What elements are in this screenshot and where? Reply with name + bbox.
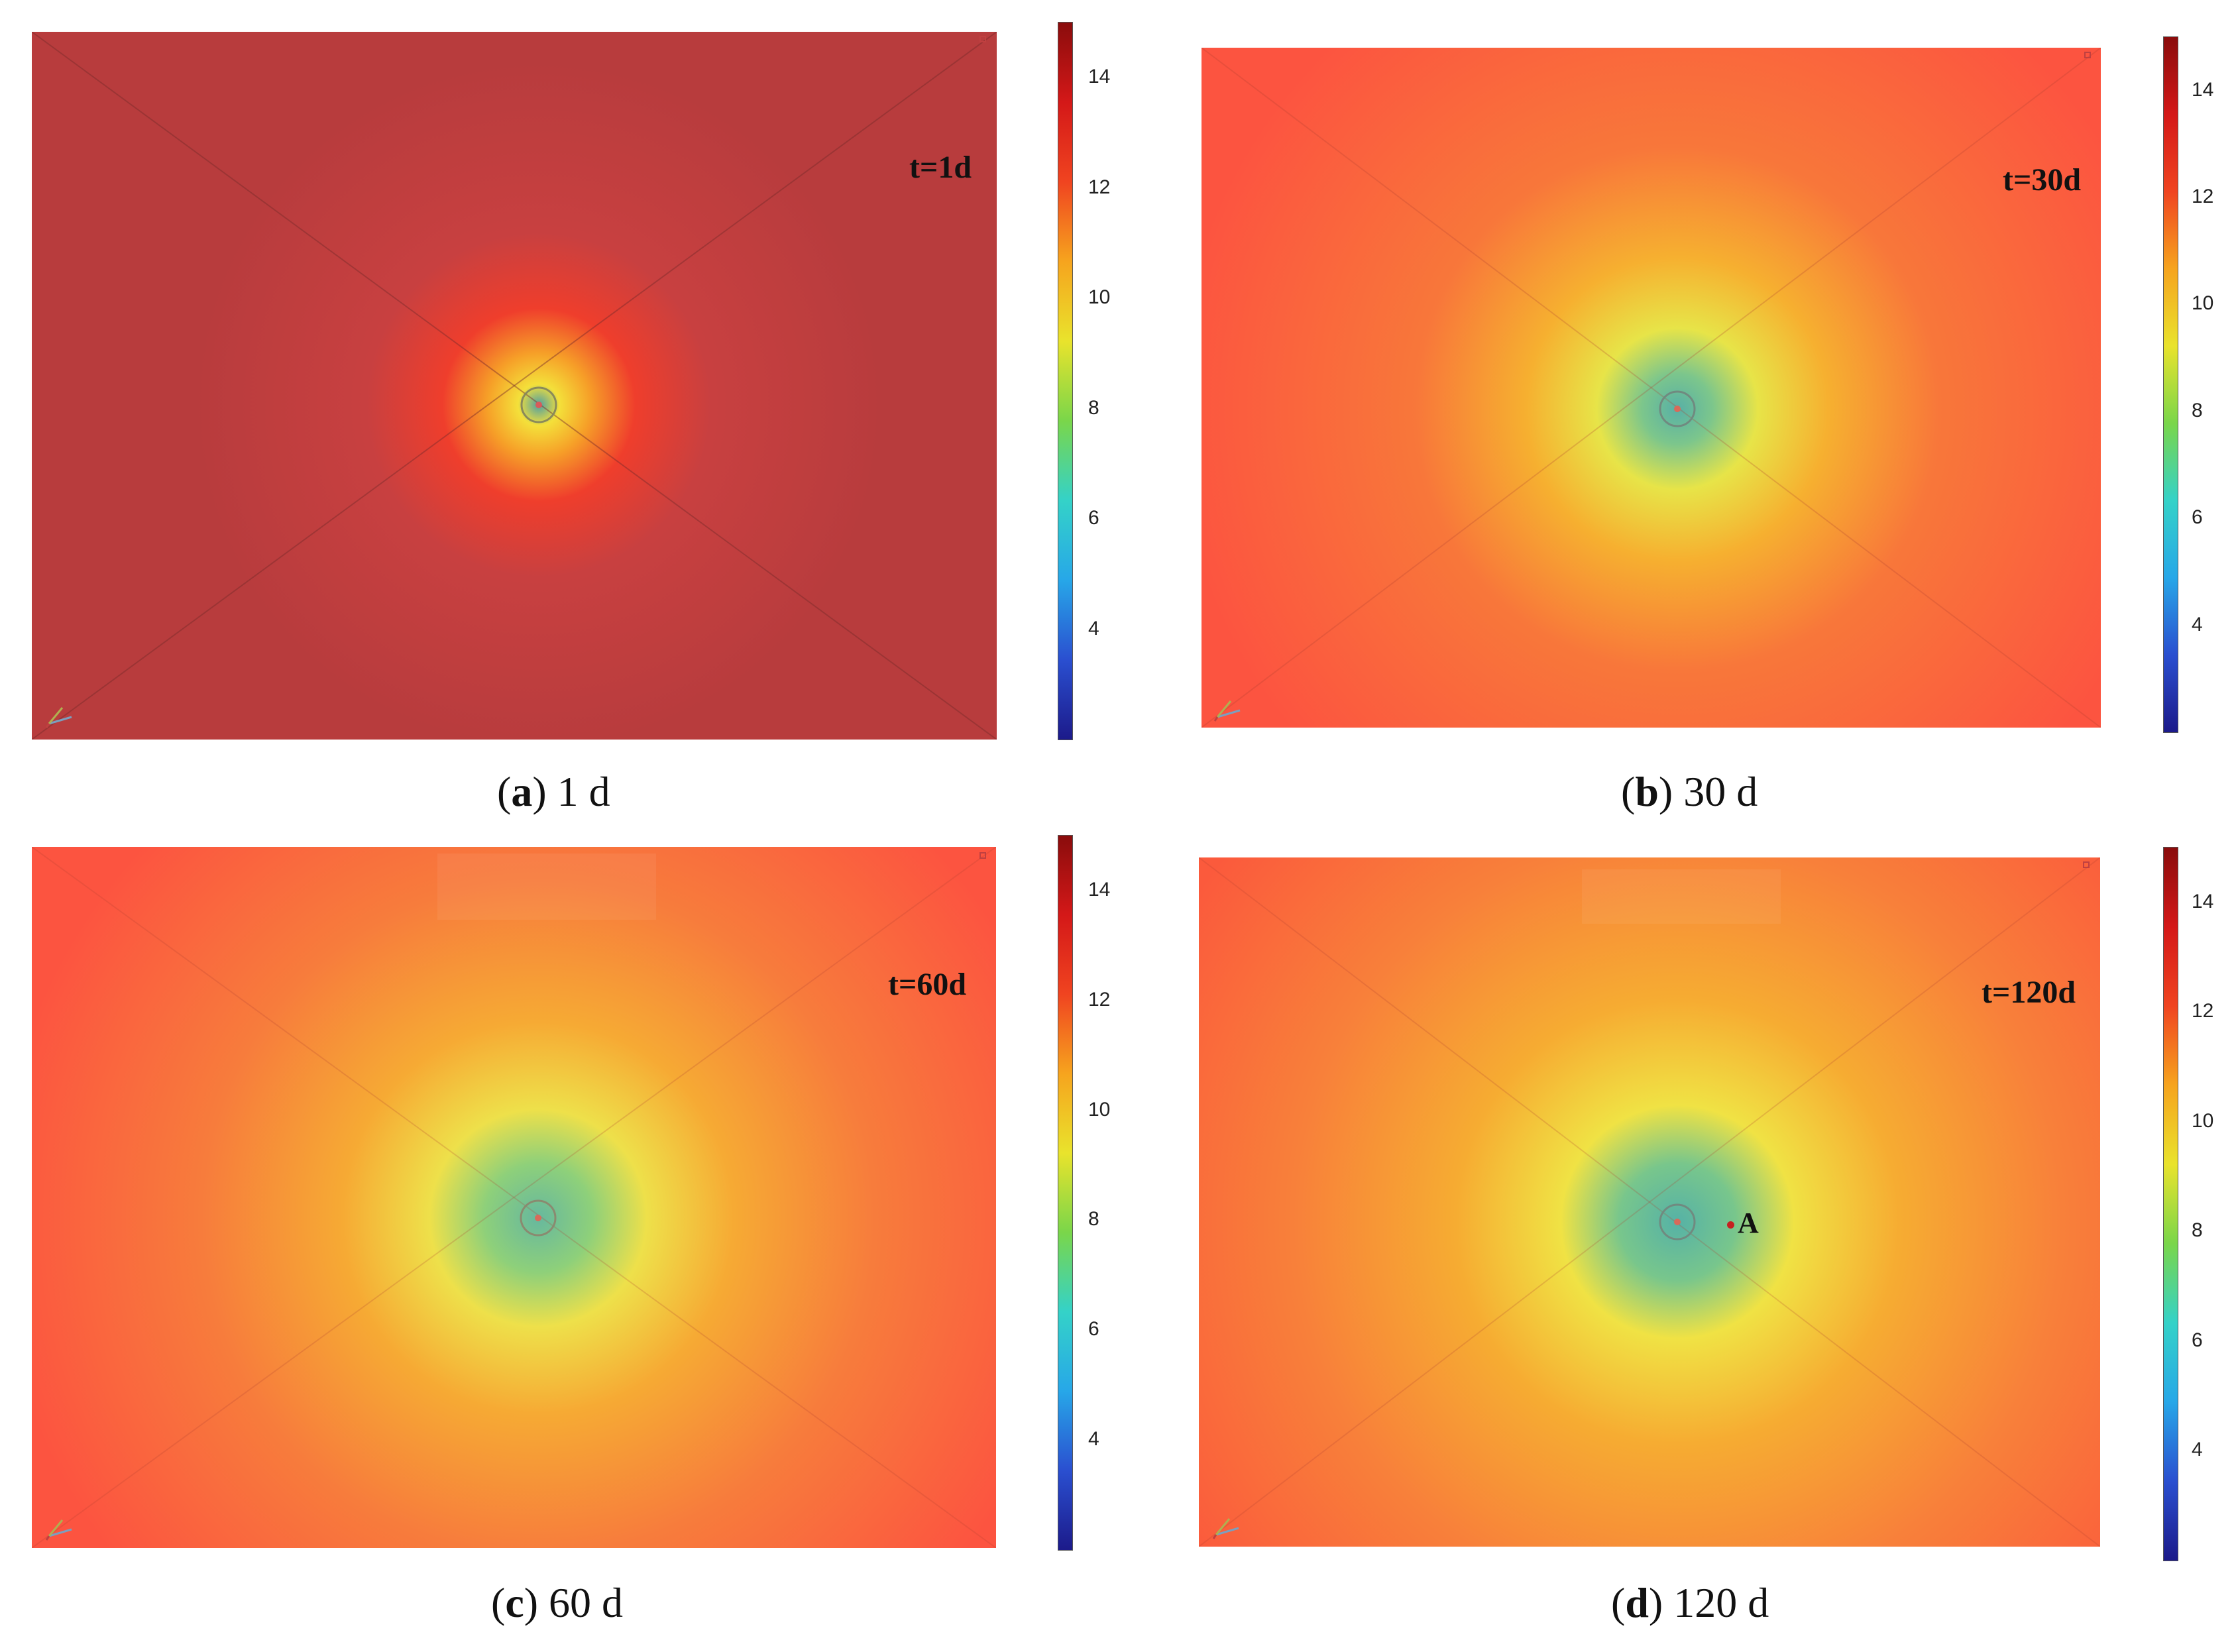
caption-letter: c (505, 1579, 524, 1626)
colorbar-tick-label: 12 (1088, 988, 1111, 1011)
colorbar (2163, 36, 2178, 733)
axis-triad-icon (1212, 1518, 1239, 1539)
contour-field (32, 847, 996, 1548)
colorbar-tick-label: 6 (2192, 1329, 2203, 1351)
colorbar (1058, 22, 1073, 740)
colorbar-tick-label: 8 (1088, 1208, 1099, 1231)
axis-triad-icon (1213, 700, 1241, 722)
colorbar-tick-label: 8 (1088, 396, 1099, 419)
well-center (1674, 1219, 1681, 1225)
colorbar-tick-label: 14 (1088, 878, 1111, 901)
contour-field (1199, 857, 2100, 1547)
colorbar-tick-label: 6 (1088, 507, 1099, 529)
well-center (1674, 406, 1681, 412)
contour-plot (32, 32, 997, 740)
time-label: t=1d (909, 150, 972, 185)
well-outline (520, 386, 557, 423)
panel-caption: (b) 30 d (1621, 768, 1758, 815)
colorbar-tick-label: 10 (1088, 286, 1111, 309)
contour-plot (1202, 48, 2101, 728)
panel-c: t=60d 14 12 10 8 6 4 (c) 60 d (0, 826, 1118, 1651)
axis-triad-icon (45, 1519, 72, 1541)
colorbar-tick-label: 10 (1088, 1098, 1111, 1121)
contour-field (32, 32, 997, 740)
well-outline (520, 1199, 557, 1237)
well-center (535, 1215, 541, 1221)
caption-letter: a (511, 768, 533, 815)
point-a-marker (1727, 1221, 1734, 1229)
mesh-diagonal (1202, 48, 2101, 728)
colorbar-tick-label: 10 (2192, 292, 2214, 315)
field-gradient (32, 847, 996, 1548)
colorbar-tick-label: 8 (2192, 399, 2203, 421)
mesh-diagonal (1202, 48, 2101, 728)
colorbar-tick-label: 10 (2192, 1109, 2214, 1132)
contour-plot (32, 847, 996, 1548)
corner-marker (979, 852, 986, 859)
well-outline (1659, 1203, 1696, 1240)
field-gradient (32, 32, 997, 740)
mesh-patch (437, 854, 656, 920)
colorbar-tick-label: 4 (1088, 617, 1099, 639)
mesh-diagonal (1199, 857, 2100, 1547)
panel-caption: (c) 60 d (491, 1579, 624, 1626)
corner-marker (979, 36, 986, 42)
mesh-diagonal (32, 32, 997, 740)
field-gradient (1202, 48, 2101, 728)
panel-b: t=30d 14 12 10 8 6 4 (b) 30 d (1118, 0, 2236, 826)
mesh-diagonal (32, 32, 997, 740)
mesh-patch (1582, 869, 1781, 924)
caption-letter: d (1625, 1579, 1649, 1626)
caption-value: 1 d (557, 768, 610, 815)
colorbar-tick-label: 4 (2192, 613, 2203, 635)
panel-caption: (d) 120 d (1611, 1579, 1769, 1626)
colorbar (1058, 835, 1073, 1551)
caption-value: 30 d (1683, 768, 1758, 815)
colorbar-tick-label: 8 (2192, 1219, 2203, 1242)
caption-value: 120 d (1673, 1579, 1769, 1626)
point-a-label: A (1738, 1207, 1759, 1239)
mesh-diagonal (32, 847, 996, 1548)
corner-marker (2083, 861, 2090, 868)
time-label: t=30d (2003, 162, 2082, 197)
axis-triad-icon (45, 707, 72, 728)
colorbar-tick-label: 14 (1088, 66, 1111, 88)
corner-marker (2084, 52, 2091, 58)
colorbar-tick-label: 14 (2192, 890, 2214, 912)
panel-d: t=120d A 14 12 10 8 6 4 (d) 120 d (1118, 826, 2236, 1651)
colorbar-tick-label: 4 (2192, 1439, 2203, 1461)
panel-a: t=1d 14 12 10 8 6 4 (a) 1 d (0, 0, 1118, 826)
colorbar (2163, 847, 2178, 1561)
colorbar-tick-label: 4 (1088, 1428, 1099, 1451)
colorbar-tick-label: 12 (2192, 1000, 2214, 1022)
well-center (535, 402, 542, 408)
time-label: t=60d (888, 967, 967, 1002)
colorbar-tick-label: 12 (2192, 186, 2214, 208)
mesh-diagonal (32, 847, 996, 1548)
panel-caption: (a) 1 d (497, 768, 610, 815)
well-outline (1659, 390, 1696, 427)
caption-value: 60 d (549, 1579, 624, 1626)
colorbar-tick-label: 14 (2192, 78, 2214, 101)
caption-letter: b (1635, 768, 1659, 815)
colorbar-tick-label: 12 (1088, 176, 1111, 198)
contour-field (1202, 48, 2101, 728)
field-gradient (1199, 857, 2100, 1547)
contour-plot (1199, 857, 2100, 1547)
time-label: t=120d (1982, 975, 2076, 1010)
colorbar-tick-label: 6 (2192, 506, 2203, 529)
colorbar-tick-label: 6 (1088, 1318, 1099, 1341)
mesh-diagonal (1199, 857, 2100, 1547)
